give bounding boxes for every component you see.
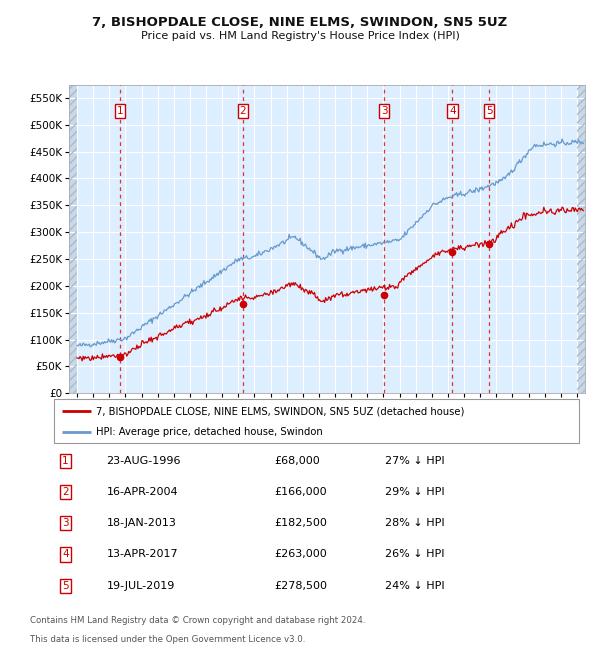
Text: 1: 1 [62,456,69,466]
Text: £278,500: £278,500 [275,580,328,591]
Text: 3: 3 [62,518,69,528]
Bar [577,84,585,393]
Text: 4: 4 [62,549,69,560]
Text: 29% ↓ HPI: 29% ↓ HPI [385,487,445,497]
Text: 2: 2 [62,487,69,497]
Text: 18-JAN-2013: 18-JAN-2013 [107,518,176,528]
Text: 27% ↓ HPI: 27% ↓ HPI [385,456,445,466]
Text: 4: 4 [449,106,456,116]
Text: 28% ↓ HPI: 28% ↓ HPI [385,518,445,528]
Text: 16-APR-2004: 16-APR-2004 [107,487,178,497]
Text: £166,000: £166,000 [275,487,327,497]
Text: 13-APR-2017: 13-APR-2017 [107,549,178,560]
Text: 19-JUL-2019: 19-JUL-2019 [107,580,175,591]
FancyBboxPatch shape [54,399,579,443]
Bar [69,84,77,393]
Text: 1: 1 [116,106,123,116]
Text: £263,000: £263,000 [275,549,327,560]
Text: £68,000: £68,000 [275,456,320,466]
Text: 3: 3 [381,106,388,116]
Text: 7, BISHOPDALE CLOSE, NINE ELMS, SWINDON, SN5 5UZ: 7, BISHOPDALE CLOSE, NINE ELMS, SWINDON,… [92,16,508,29]
Text: 23-AUG-1996: 23-AUG-1996 [107,456,181,466]
Text: Contains HM Land Registry data © Crown copyright and database right 2024.: Contains HM Land Registry data © Crown c… [30,616,365,625]
Text: 24% ↓ HPI: 24% ↓ HPI [385,580,445,591]
Bar [577,84,585,393]
Text: HPI: Average price, detached house, Swindon: HPI: Average price, detached house, Swin… [96,427,323,437]
Text: 7, BISHOPDALE CLOSE, NINE ELMS, SWINDON, SN5 5UZ (detached house): 7, BISHOPDALE CLOSE, NINE ELMS, SWINDON,… [96,406,464,416]
Text: £182,500: £182,500 [275,518,328,528]
Text: 26% ↓ HPI: 26% ↓ HPI [385,549,444,560]
Bar [69,84,77,393]
Text: 2: 2 [239,106,247,116]
Text: This data is licensed under the Open Government Licence v3.0.: This data is licensed under the Open Gov… [30,634,305,644]
Text: 5: 5 [486,106,493,116]
Text: 5: 5 [62,580,69,591]
Text: Price paid vs. HM Land Registry's House Price Index (HPI): Price paid vs. HM Land Registry's House … [140,31,460,40]
